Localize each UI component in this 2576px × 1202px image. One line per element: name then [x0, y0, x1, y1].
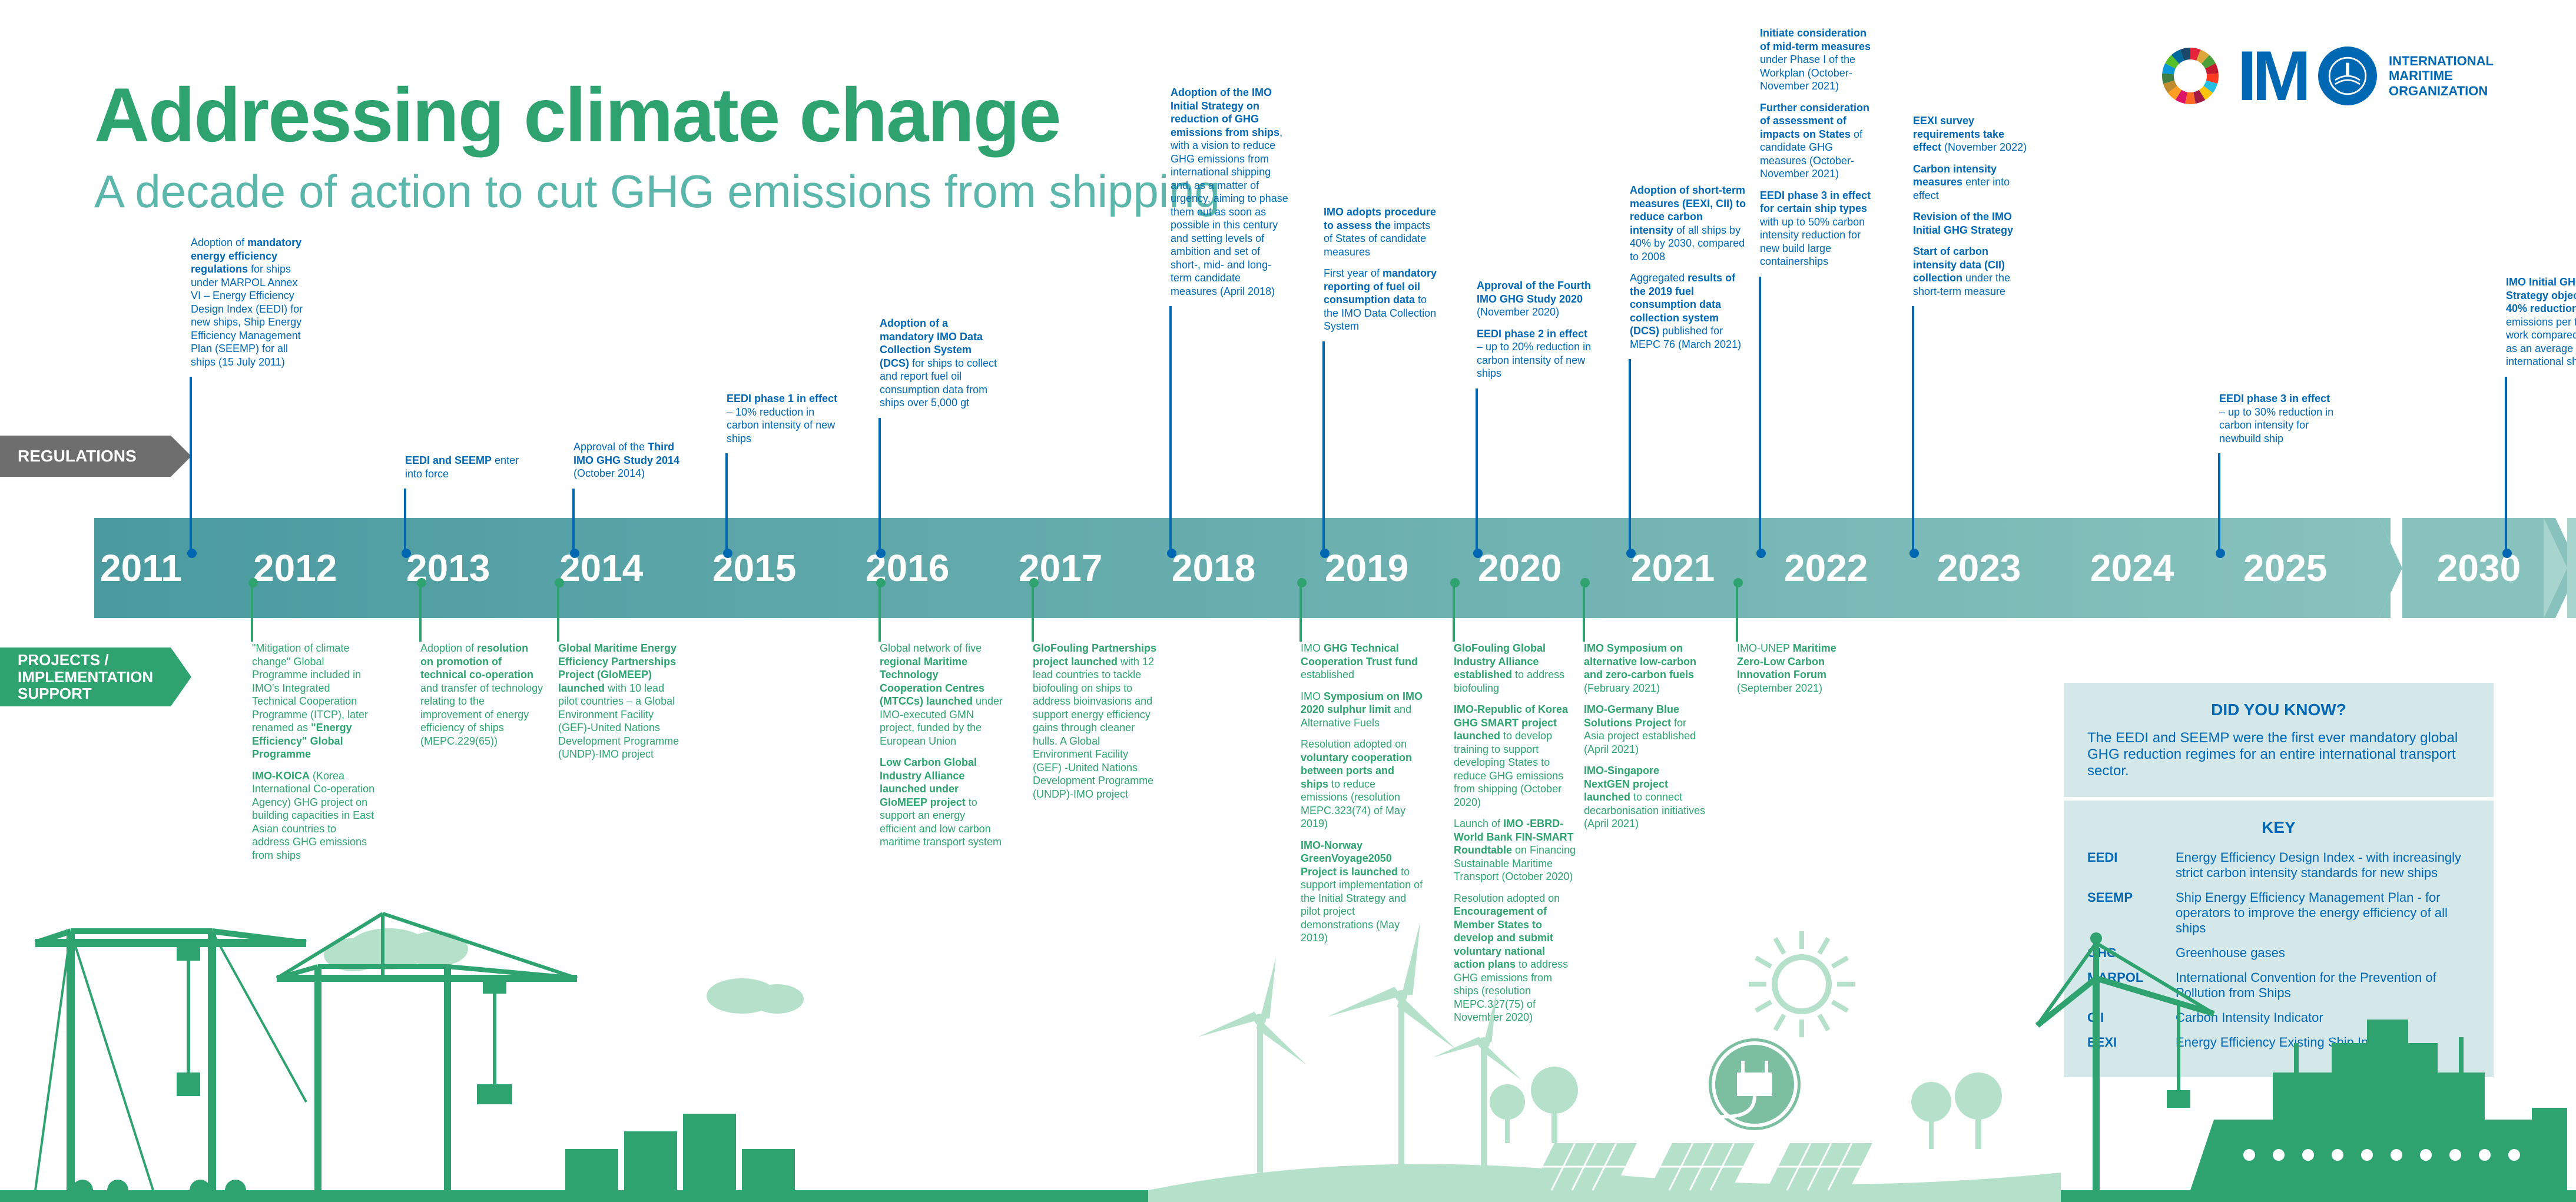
key-title: KEY: [2087, 818, 2470, 837]
event-text: EEDI phase 2 in effect – up to 20% reduc…: [1477, 327, 1594, 380]
did-you-know-box: DID YOU KNOW? The EEDI and SEEMP were th…: [2064, 683, 2494, 797]
sdg-wheel-icon: [2161, 47, 2220, 105]
event-text: Adoption of a mandatory IMO Data Collect…: [880, 317, 997, 410]
logo-group: IM INTERNATIONALMARITIMEORGANIZATION: [2161, 35, 2494, 117]
key-def: International Convention for the Prevent…: [2176, 970, 2470, 1001]
event-text: IMO-UNEP Maritime Zero-Low Carbon Innova…: [1737, 642, 1861, 695]
key-row: EEDI Energy Efficiency Design Index - wit…: [2087, 850, 2470, 881]
event-text: IMO-Norway GreenVoyage2050 Project is la…: [1301, 839, 1424, 945]
event-text: Approval of the Fourth IMO GHG Study 202…: [1477, 279, 1594, 319]
event-text: IMO-Singapore NextGEN project launched t…: [1584, 764, 1708, 831]
event-text: GloFouling Global Industry Alliance esta…: [1454, 642, 1577, 695]
event-text: EEXI survey requirements take effect (No…: [1913, 114, 2031, 154]
event-text: Approval of the Third IMO GHG Study 2014…: [573, 440, 691, 480]
key-def: Energy Efficiency Existing Ship Index: [2176, 1035, 2470, 1050]
event-text: Start of carbon intensity data (CII) col…: [1913, 245, 2031, 298]
regulation-event: Adoption of mandatory energy efficiency …: [191, 236, 309, 507]
event-text: Revision of the IMO Initial GHG Strategy: [1913, 210, 2031, 237]
event-text: IMO adopts procedure to assess the impac…: [1324, 205, 1441, 258]
page-title: Addressing climate change: [94, 71, 1060, 159]
project-event: IMO GHG Technical Cooperation Trust fund…: [1301, 642, 1424, 953]
event-text: Aggregated results of the 2019 fuel cons…: [1630, 271, 1748, 351]
event-text: EEDI phase 1 in effect – 10% reduction i…: [727, 392, 844, 445]
key-term: EEDI: [2087, 850, 2158, 881]
imo-badge-icon: [2318, 47, 2377, 105]
page-subtitle: A decade of action to cut GHG emissions …: [94, 165, 1220, 218]
project-event: GloFouling Partnerships project launched…: [1033, 642, 1156, 809]
project-event: Global network of five regional Maritime…: [880, 642, 1003, 857]
event-text: Launch of IMO -EBRD- World Bank FIN-SMAR…: [1454, 817, 1577, 884]
event-text: Adoption of resolution on promotion of t…: [420, 642, 544, 748]
event-text: IMO-Republic of Korea GHG SMART project …: [1454, 703, 1577, 809]
event-text: Resolution adopted on voluntary cooperat…: [1301, 738, 1424, 831]
event-text: Carbon intensity measures enter into eff…: [1913, 162, 2031, 202]
project-event: "Mitigation of climate change" Global Pr…: [252, 642, 376, 870]
regulation-event: EEDI phase 1 in effect – 10% reduction i…: [727, 392, 844, 507]
event-text: Adoption of short-term measures (EEXI, C…: [1630, 184, 1748, 263]
regulation-event: Adoption of short-term measures (EEXI, C…: [1630, 184, 1748, 507]
key-row: CII Carbon Intensity Indicator: [2087, 1010, 2470, 1025]
regulation-event: EEDI and SEEMP enter into force: [405, 454, 523, 507]
event-text: IMO Symposium on IMO 2020 sulphur limit …: [1301, 690, 1424, 730]
project-event: Global Maritime Energy Efficiency Partne…: [558, 642, 682, 769]
project-event: Adoption of resolution on promotion of t…: [420, 642, 544, 756]
key-term: EEXI: [2087, 1035, 2158, 1050]
key-term: MARPOL: [2087, 970, 2158, 1001]
event-text: IMO GHG Technical Cooperation Trust fund…: [1301, 642, 1424, 682]
event-text: IMO Initial GHG Strategy objective of 40…: [2506, 275, 2576, 368]
event-text: EEDI and SEEMP enter into force: [405, 454, 523, 480]
regulation-event: Approval of the Third IMO GHG Study 2014…: [573, 440, 691, 507]
project-event: IMO Symposium on alternative low-carbon …: [1584, 642, 1708, 839]
key-def: Energy Efficiency Design Index - with in…: [2176, 850, 2470, 881]
event-text: IMO-KOICA (Korea International Co-operat…: [252, 769, 376, 862]
regulation-event: IMO Initial GHG Strategy objective of 40…: [2506, 275, 2576, 507]
event-text: EEDI phase 3 in effect for certain ship …: [1760, 189, 1878, 268]
event-text: EEDI phase 3 in effect – up to 30% reduc…: [2219, 392, 2337, 445]
imo-mark: IM: [2237, 35, 2306, 117]
did-you-know-body: The EEDI and SEEMP were the first ever m…: [2087, 730, 2470, 779]
imo-logo: IM INTERNATIONALMARITIMEORGANIZATION: [2237, 35, 2494, 117]
project-event: IMO-UNEP Maritime Zero-Low Carbon Innova…: [1737, 642, 1861, 703]
regulation-event: EEDI phase 3 in effect – up to 30% reduc…: [2219, 392, 2337, 507]
key-def: Carbon Intensity Indicator: [2176, 1010, 2470, 1025]
key-term: SEEMP: [2087, 890, 2158, 936]
event-text: IMO-Germany Blue Solutions Project for A…: [1584, 703, 1708, 756]
regulation-event: Adoption of the IMO Initial Strategy on …: [1171, 86, 1288, 507]
regulation-event: Initiate consideration of mid-term measu…: [1760, 26, 1878, 507]
key-term: CII: [2087, 1010, 2158, 1025]
imo-label: INTERNATIONALMARITIMEORGANIZATION: [2389, 54, 2494, 98]
key-row: MARPOL International Convention for the P…: [2087, 970, 2470, 1001]
key-def: Ship Energy Efficiency Management Plan -…: [2176, 890, 2470, 936]
key-row: SEEMP Ship Energy Efficiency Management P…: [2087, 890, 2470, 936]
event-text: Initiate consideration of mid-term measu…: [1760, 26, 1878, 93]
event-text: Low Carbon Global Industry Alliance laun…: [880, 756, 1003, 849]
regulation-event: EEXI survey requirements take effect (No…: [1913, 114, 2031, 507]
regulation-event: IMO adopts procedure to assess the impac…: [1324, 205, 1441, 507]
project-event: GloFouling Global Industry Alliance esta…: [1454, 642, 1577, 1032]
key-term: GHG: [2087, 945, 2158, 961]
event-text: Resolution adopted on Encouragement of M…: [1454, 892, 1577, 1024]
event-text: GloFouling Partnerships project launched…: [1033, 642, 1156, 801]
regulation-event: Adoption of a mandatory IMO Data Collect…: [880, 317, 997, 507]
did-you-know-title: DID YOU KNOW?: [2087, 700, 2470, 719]
year-chevron: 2050: [2567, 518, 2576, 618]
event-text: First year of mandatory reporting of fue…: [1324, 267, 1441, 333]
event-text: Adoption of the IMO Initial Strategy on …: [1171, 86, 1288, 298]
key-row: EEXI Energy Efficiency Existing Ship Inde…: [2087, 1035, 2470, 1050]
regulation-event: Approval of the Fourth IMO GHG Study 202…: [1477, 279, 1594, 507]
event-text: Adoption of mandatory energy efficiency …: [191, 236, 309, 368]
key-row: GHG Greenhouse gases: [2087, 945, 2470, 961]
event-text: "Mitigation of climate change" Global Pr…: [252, 642, 376, 761]
event-text: Global Maritime Energy Efficiency Partne…: [558, 642, 682, 761]
key-def: Greenhouse gases: [2176, 945, 2470, 961]
event-text: Global network of five regional Maritime…: [880, 642, 1003, 748]
event-text: Further consideration of assessment of i…: [1760, 101, 1878, 181]
event-text: IMO Symposium on alternative low-carbon …: [1584, 642, 1708, 695]
key-box: KEY EEDI Energy Efficiency Design Index -…: [2064, 801, 2494, 1077]
